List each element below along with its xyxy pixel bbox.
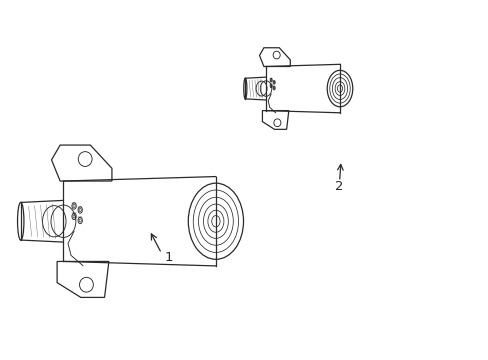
Text: 1: 1 <box>164 251 173 264</box>
Text: 2: 2 <box>335 180 343 193</box>
